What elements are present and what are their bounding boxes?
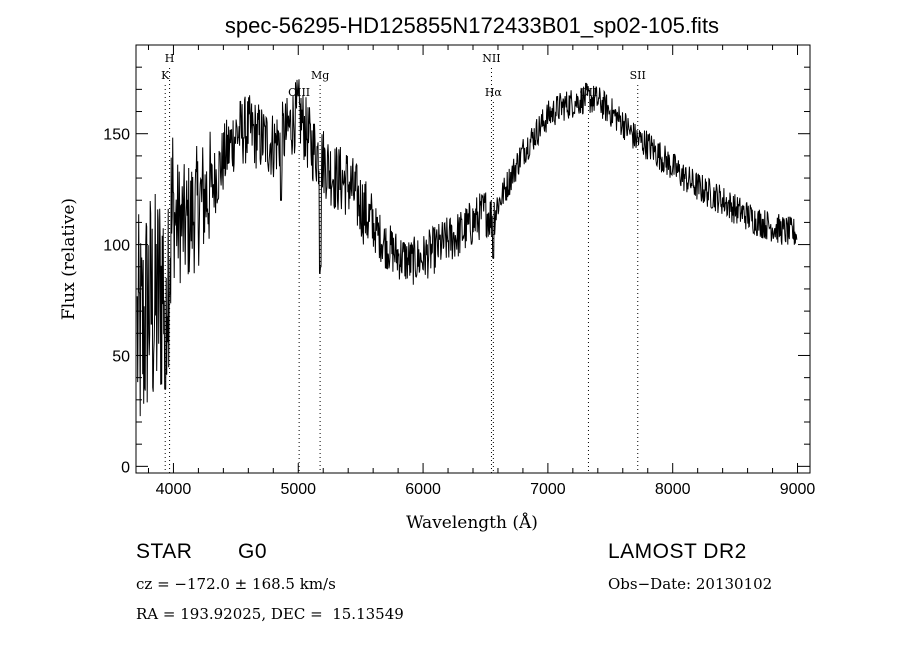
x-tick-label: 4000	[156, 481, 192, 498]
spectrum-line	[136, 79, 798, 417]
tick-labels: 4000 5000 6000 7000 8000 9000 0 50 100 150	[103, 127, 815, 498]
y-tick-label: 100	[103, 238, 130, 255]
x-tick-label: 7000	[530, 481, 566, 498]
plot-frame	[135, 44, 811, 474]
chart-title: spec-56295-HD125855N172433B01_sp02-105.f…	[225, 13, 719, 38]
x-tick-label: 6000	[405, 481, 441, 498]
y-tick-label: 0	[121, 459, 130, 476]
survey-name: LAMOST DR2	[608, 540, 747, 563]
line-marker-label: K	[161, 69, 170, 82]
line-marker-label: SII	[630, 69, 646, 82]
x-tick-label: 5000	[280, 481, 316, 498]
subclass: G0	[238, 540, 268, 563]
y-tick-label: 150	[103, 127, 130, 144]
line-marker-label: NII	[482, 52, 500, 65]
x-tick-label: 8000	[655, 481, 691, 498]
redshift-readout: cz = −172.0 ± 168.5 km/s	[136, 575, 336, 593]
axis-ticks	[136, 45, 810, 473]
x-axis-label: Wavelength (Å)	[406, 512, 538, 533]
object-type: STAR	[136, 540, 193, 563]
coordinates: RA = 193.92025, DEC = 15.13549	[136, 605, 404, 623]
y-tick-label: 50	[112, 348, 130, 365]
line-marker-label: H	[165, 52, 175, 65]
line-marker-label: Mg	[311, 69, 329, 82]
x-tick-label: 9000	[780, 481, 816, 498]
y-axis-label: Flux (relative)	[59, 198, 79, 320]
obs-date: Obs−Date: 20130102	[608, 575, 773, 593]
line-marker-label: Hα	[485, 86, 503, 99]
